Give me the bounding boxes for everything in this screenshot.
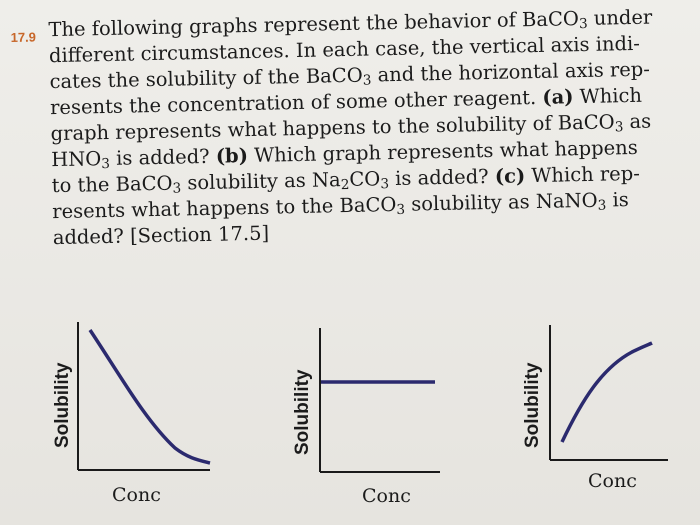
- problem-block: 17.9 The following graphs represent the …: [10, 0, 680, 250]
- problem-text: The following graphs represent the behav…: [48, 4, 673, 251]
- graph-increasing: Solubility Conc: [520, 320, 680, 492]
- graph-decreasing: Solubility Conc: [50, 320, 220, 506]
- graph-1-curve: [88, 329, 211, 465]
- part-a-label: (a): [542, 85, 574, 109]
- graph-1-ylabel: Solubility: [52, 362, 73, 449]
- part-c-label: (c): [494, 164, 526, 188]
- graph-3-curve: [560, 341, 653, 443]
- graph-3-plot: [549, 325, 668, 461]
- graph-1-xlabel: Conc: [112, 484, 161, 506]
- graph-1-plot: [77, 322, 211, 471]
- graph-constant: Solubility Conc: [290, 320, 460, 507]
- graph-2-xlabel: Conc: [362, 485, 411, 507]
- problem-number: 17.9: [10, 29, 37, 45]
- graph-3-ylabel: Solubility: [522, 362, 543, 449]
- graph-2-plot: [319, 328, 440, 473]
- graph-3-xlabel: Conc: [588, 470, 637, 492]
- graph-2-ylabel: Solubility: [292, 369, 313, 456]
- part-b-label: (b): [215, 144, 249, 168]
